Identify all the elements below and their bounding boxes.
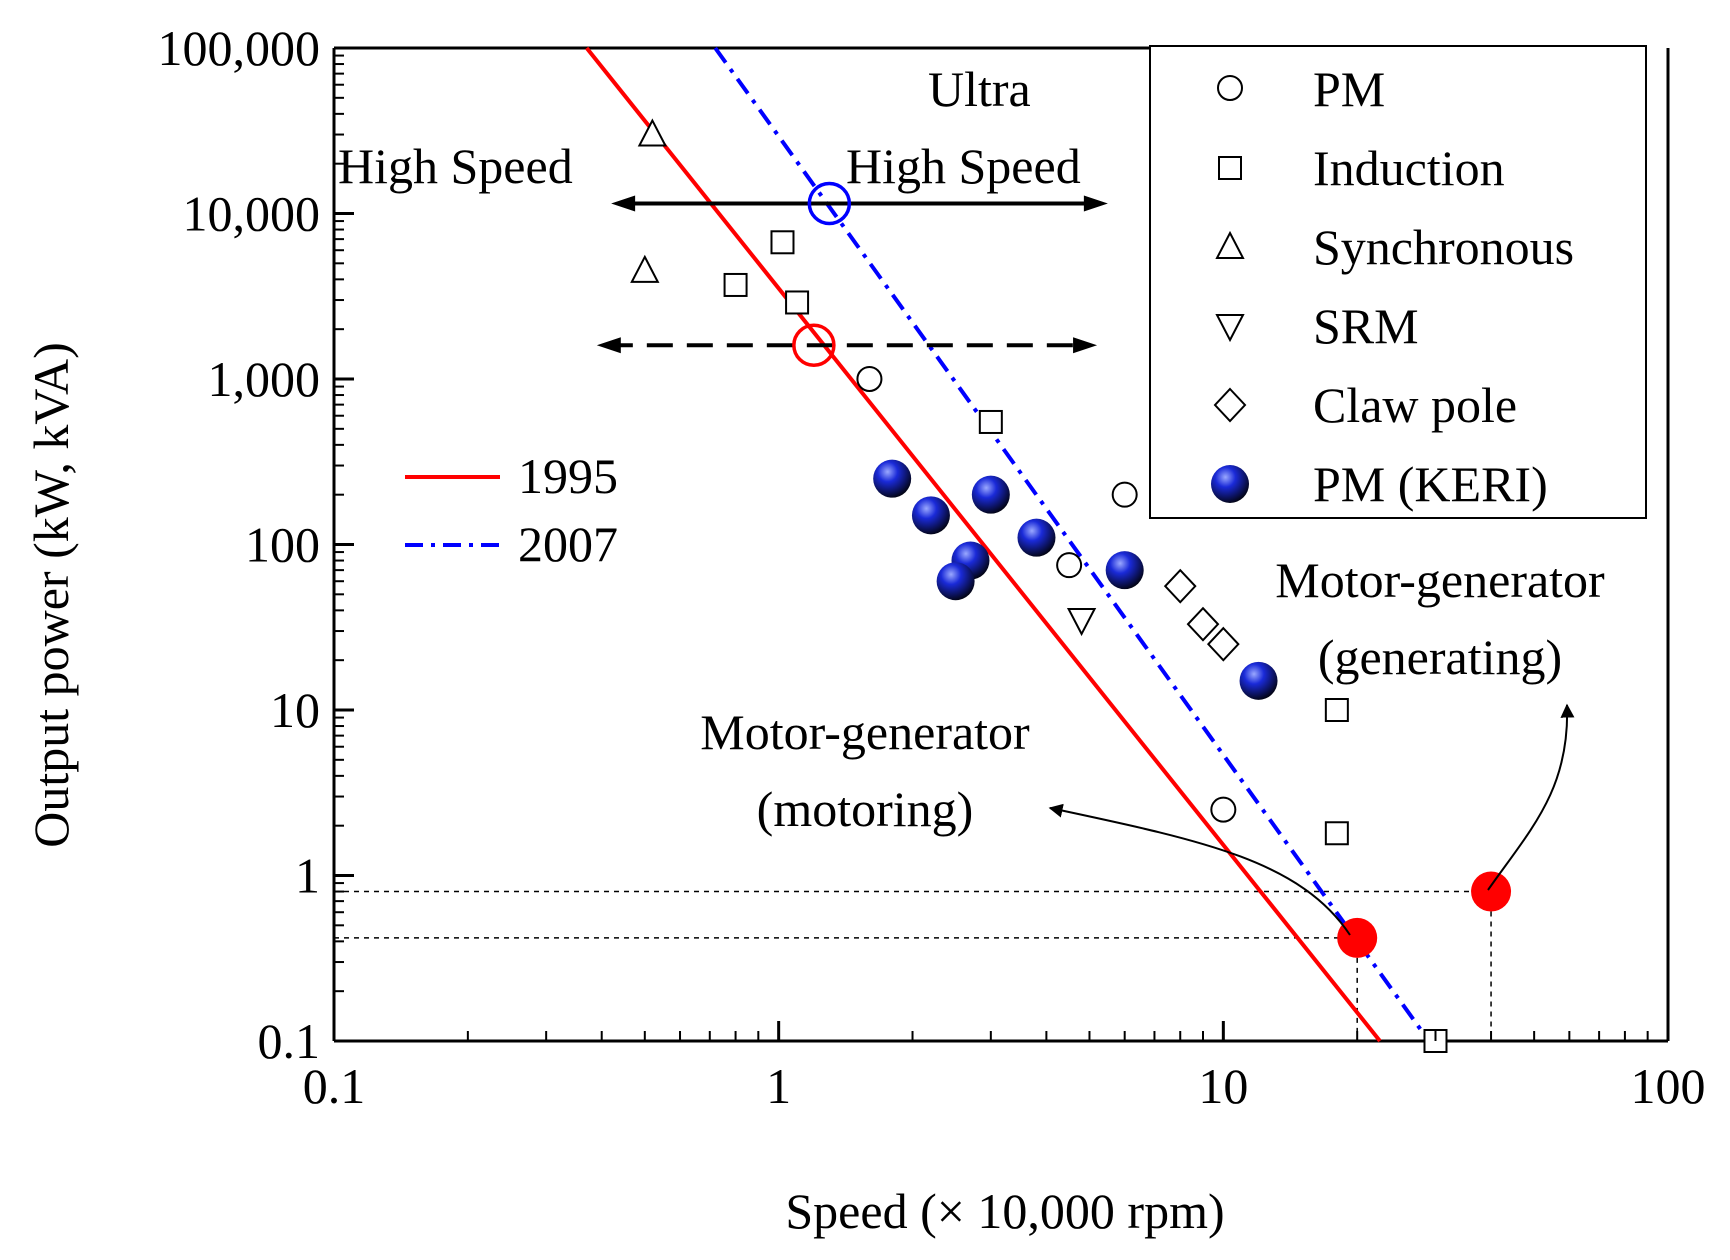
point-synchronous	[630, 254, 660, 283]
annotation-ultra-high-speed: High Speed	[846, 138, 1081, 194]
y-tick-label-1: 1	[295, 848, 320, 904]
line-legend: 1995 2007	[405, 448, 618, 572]
point-claw-pole	[1206, 626, 1240, 662]
mg-generating-pointer	[1487, 703, 1575, 891]
x-tick-label-10: 10	[1198, 1058, 1248, 1114]
point-induction	[1324, 821, 1349, 846]
point-pm-keri	[911, 496, 950, 535]
range-arrow-head-right	[1073, 337, 1098, 354]
legend-marker-claw-pole	[1213, 387, 1247, 423]
range-arrow-head-left	[611, 195, 636, 212]
reference-lines	[334, 890, 1492, 1041]
mg-motoring-pointer	[1048, 803, 1351, 936]
point-pm-keri	[1239, 661, 1278, 700]
point-pm-keri	[936, 562, 975, 601]
line-legend-label-2007: 2007	[518, 516, 618, 572]
annotation-mg-motoring-line1: Motor-generator	[700, 704, 1030, 760]
legend-marker-pm-keri	[1211, 465, 1249, 503]
legend-marker-srm	[1215, 314, 1245, 343]
line-legend-label-1995: 1995	[518, 448, 618, 504]
y-axis-title: Output power (kW, kVA)	[23, 342, 79, 848]
annotation-mg-motoring-line2: (motoring)	[757, 781, 974, 837]
highlight-1995-marker	[792, 323, 836, 367]
y-tick-label-100-000: 100,000	[158, 20, 321, 76]
legend-marker-induction	[1218, 156, 1242, 180]
y-tick-label-10: 10	[270, 682, 320, 738]
point-synchronous	[637, 118, 668, 147]
legend-label-claw-pole: Claw pole	[1313, 377, 1517, 433]
y-tick-label-1-000: 1,000	[208, 351, 321, 407]
annotation-mg-generating-line1: Motor-generator	[1275, 552, 1605, 608]
legend-label-induction: Induction	[1313, 140, 1505, 196]
x-tick-label-1: 1	[766, 1058, 791, 1114]
point-pm	[1210, 796, 1237, 823]
y-tick-label-10-000: 10,000	[183, 186, 321, 242]
data-points	[630, 118, 1512, 1053]
legend-marker-pm	[1217, 75, 1243, 101]
legend-label-synchronous: Synchronous	[1313, 219, 1574, 275]
highlight-2007-marker	[807, 181, 852, 226]
point-induction	[770, 230, 795, 255]
trend-line-1995	[585, 46, 1382, 1043]
legend-label-srm: SRM	[1313, 298, 1419, 354]
point-pm-keri	[971, 475, 1010, 514]
legend-box	[1149, 45, 1647, 519]
range-arrow-head-right	[1083, 195, 1108, 212]
point-induction	[785, 290, 810, 315]
legend-label-pm-keri: PM (KERI)	[1313, 456, 1548, 512]
point-motor-generator-motoring	[1337, 917, 1378, 958]
legend: PM Induction Synchronous SRM Claw pole P…	[1149, 45, 1647, 519]
point-pm-keri	[873, 459, 912, 498]
point-induction	[978, 409, 1003, 434]
x-tick-label-0-1: 0.1	[303, 1058, 366, 1114]
axis-ticks: 0.1 1 10 100 0.1 1 10 100 1,000 10,000 100,000	[158, 20, 1706, 1114]
range-arrow-head-left	[596, 337, 621, 354]
point-srm	[1066, 607, 1097, 637]
x-tick-label-100: 100	[1631, 1058, 1706, 1114]
annotation-ultra: Ultra	[928, 61, 1031, 117]
x-axis-title: Speed (× 10,000 rpm)	[785, 1183, 1224, 1239]
y-tick-label-100: 100	[245, 517, 320, 573]
point-pm-keri	[1017, 518, 1056, 557]
point-pm-keri	[1105, 551, 1144, 590]
point-pm	[1111, 481, 1138, 508]
trend-line-2007	[713, 46, 1431, 1043]
legend-marker-synchronous	[1215, 230, 1245, 259]
range-arrows	[596, 195, 1108, 354]
point-pm	[856, 366, 883, 392]
point-motor-generator-generating	[1471, 871, 1512, 912]
point-induction	[1324, 698, 1349, 722]
point-claw-pole	[1186, 606, 1220, 642]
annotation-mg-generating-line2: (generating)	[1318, 629, 1562, 685]
trend-lines	[585, 46, 1431, 1043]
y-tick-label-0-1: 0.1	[258, 1013, 321, 1069]
point-induction	[723, 272, 748, 297]
legend-label-pm: PM	[1313, 61, 1385, 117]
legend-markers	[1211, 75, 1249, 503]
annotation-high-speed: High Speed	[338, 138, 573, 194]
point-pm	[1056, 552, 1083, 579]
point-claw-pole	[1163, 568, 1197, 604]
